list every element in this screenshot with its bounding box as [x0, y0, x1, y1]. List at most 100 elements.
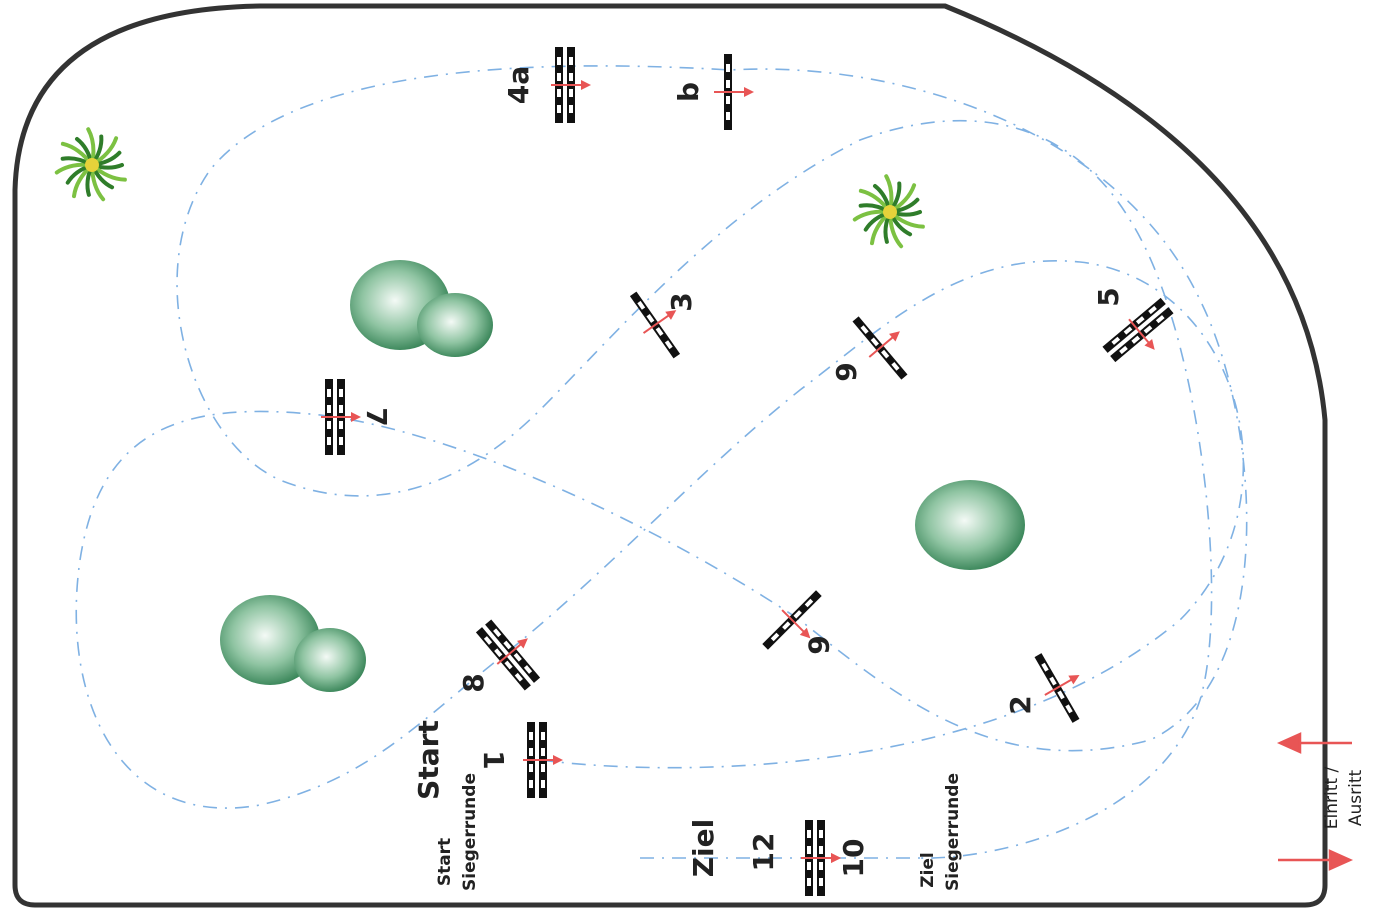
start-label: Start — [412, 720, 445, 800]
direction-arrow-head — [1144, 339, 1155, 350]
pole-stripe — [569, 73, 573, 81]
pole-stripe — [1041, 662, 1049, 672]
pole-stripe — [529, 764, 533, 772]
obstacle-label: 3 — [665, 292, 698, 311]
pole-stripe — [557, 57, 561, 65]
obstacle — [1102, 297, 1174, 363]
obstacle-label: 2 — [1004, 695, 1037, 714]
obstacle — [1034, 653, 1080, 723]
pole-stripe — [569, 57, 573, 65]
pole-stripe — [1131, 335, 1141, 344]
pole-stripe — [339, 421, 343, 429]
start-jump-off-label: Siegerrunde — [460, 773, 480, 891]
pole-stripe — [726, 112, 730, 120]
pole-stripe — [726, 64, 730, 72]
obstacle-label: 6 — [802, 635, 835, 654]
pole-stripe — [804, 598, 814, 608]
pole-stripe — [819, 862, 823, 870]
pole-stripe — [541, 748, 545, 756]
pole-stripe — [523, 665, 533, 674]
finish-label: Ziel — [687, 819, 720, 878]
pole-stripe — [483, 636, 493, 645]
pole-stripe — [793, 610, 802, 619]
bush — [220, 260, 1025, 692]
pole-stripe — [339, 405, 343, 413]
pole-stripe — [557, 105, 561, 113]
pole-stripe — [529, 732, 533, 740]
pole-stripe — [1148, 305, 1157, 315]
pole-stripe — [637, 300, 646, 310]
direction-arrow-head — [1068, 675, 1080, 685]
pole-stripe — [664, 340, 673, 350]
pole-stripe — [494, 648, 503, 658]
palm — [54, 127, 925, 249]
obstacle-label: 10 — [837, 839, 870, 878]
direction-arrow-head — [665, 310, 677, 320]
pole-stripe — [646, 314, 655, 323]
obstacle-label: 4a — [502, 66, 535, 104]
pole-stripe — [819, 830, 823, 838]
direction-arrow — [1044, 678, 1074, 696]
pole-stripe — [1049, 676, 1057, 686]
obstacle — [321, 379, 361, 455]
obstacle — [551, 47, 591, 123]
course-lines — [75, 65, 1248, 859]
pole-stripe — [870, 337, 879, 347]
pole-stripe — [1111, 336, 1121, 345]
pole-stripe — [891, 362, 900, 371]
pole-stripe — [514, 672, 523, 682]
pole-stripe — [327, 405, 331, 413]
obstacle — [629, 291, 681, 359]
arena-border — [12, 3, 1328, 908]
obstacle-label: 8 — [457, 673, 490, 692]
pole-stripe — [1135, 316, 1145, 325]
obstacle-label: 5 — [1092, 287, 1125, 306]
pole-stripe — [1119, 345, 1128, 355]
palm-center — [85, 158, 99, 172]
obstacle-label: 1 — [477, 750, 510, 769]
pole-stripe — [493, 628, 502, 638]
obstacle-label: b — [672, 82, 705, 102]
pole-stripe — [529, 780, 533, 788]
entrance-label: Ausritt — [1346, 770, 1366, 827]
direction-arrow-head — [744, 87, 754, 97]
pole-stripe — [541, 764, 545, 772]
pole-stripe — [503, 640, 512, 650]
direction-arrow — [1128, 318, 1151, 345]
obstacle — [714, 54, 754, 130]
direction-arrow-head — [831, 853, 841, 863]
pole-stripe — [529, 748, 533, 756]
finish-jump-off-label: Siegerrunde — [943, 773, 963, 891]
pole-stripe — [569, 105, 573, 113]
entrance-arrows — [1276, 732, 1354, 871]
pole-stripe — [807, 830, 811, 838]
pole-stripe — [1143, 325, 1153, 334]
pole-stripe — [1123, 326, 1133, 335]
direction-arrow — [642, 313, 671, 334]
pole-stripe — [819, 846, 823, 854]
pole-stripe — [819, 878, 823, 886]
direction-arrow-head — [517, 638, 528, 649]
start-jump-off-label: Start — [435, 838, 455, 886]
pole-stripe — [557, 73, 561, 81]
obstacle-label: 12 — [747, 833, 780, 872]
pole-stripe — [860, 325, 869, 334]
direction-arrow-head — [581, 80, 591, 90]
finish-jump-off-label: Ziel — [918, 852, 938, 888]
direction-arrow-head — [553, 755, 563, 765]
pole-stripe — [655, 327, 664, 336]
pole-stripe — [807, 878, 811, 886]
pole-stripe — [1057, 690, 1065, 700]
pole-stripe — [327, 389, 331, 397]
pole-stripe — [339, 389, 343, 397]
obstacle — [475, 619, 541, 691]
pole-stripe — [541, 780, 545, 788]
obstacle-label: 7 — [360, 407, 393, 426]
pole-stripe — [1155, 315, 1165, 324]
pole-stripe — [541, 732, 545, 740]
pole-stripe — [327, 421, 331, 429]
palm-center — [883, 205, 897, 219]
pole-stripe — [513, 652, 522, 662]
obstacle — [852, 316, 908, 380]
